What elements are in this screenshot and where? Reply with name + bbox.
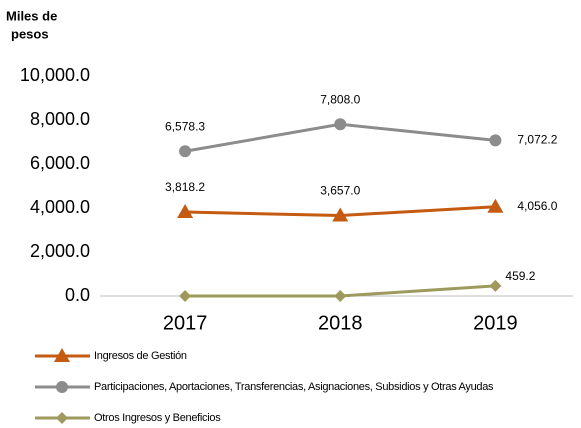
y-axis-title: pesos bbox=[11, 26, 49, 41]
data-label: 6,578.3 bbox=[165, 119, 205, 133]
marker bbox=[334, 118, 347, 131]
data-label: 7,808.0 bbox=[320, 92, 360, 106]
marker bbox=[489, 279, 502, 292]
y-tick-label: 0.0 bbox=[65, 285, 90, 305]
marker bbox=[487, 198, 504, 213]
data-label: 459.2 bbox=[505, 269, 535, 283]
y-tick-label: 6,000.0 bbox=[30, 153, 90, 173]
data-label: 3,657.0 bbox=[320, 184, 360, 198]
x-tick-label: 2019 bbox=[473, 312, 518, 334]
legend-label: Participaciones, Aportaciones, Transfere… bbox=[94, 381, 494, 393]
marker bbox=[179, 145, 192, 158]
data-label: 3,818.2 bbox=[165, 180, 205, 194]
marker bbox=[489, 134, 502, 147]
marker bbox=[334, 290, 347, 302]
x-tick-label: 2017 bbox=[163, 312, 208, 334]
y-tick-label: 10,000.0 bbox=[20, 65, 90, 85]
data-label: 4,056.0 bbox=[517, 199, 557, 213]
marker bbox=[332, 207, 349, 222]
x-tick-label: 2018 bbox=[318, 312, 363, 334]
data-label: 7,072.2 bbox=[517, 133, 557, 147]
marker bbox=[179, 290, 192, 302]
legend-marker bbox=[54, 348, 70, 362]
y-axis-title: Miles de bbox=[6, 8, 57, 23]
legend-label: Ingresos de Gestión bbox=[94, 350, 187, 362]
y-tick-label: 8,000.0 bbox=[30, 109, 90, 129]
legend-marker bbox=[56, 412, 68, 424]
legend-marker bbox=[56, 381, 68, 393]
y-tick-label: 4,000.0 bbox=[30, 197, 90, 217]
legend-label: Otros Ingresos y Beneficios bbox=[94, 412, 221, 424]
marker bbox=[177, 203, 194, 218]
y-tick-label: 2,000.0 bbox=[30, 241, 90, 261]
